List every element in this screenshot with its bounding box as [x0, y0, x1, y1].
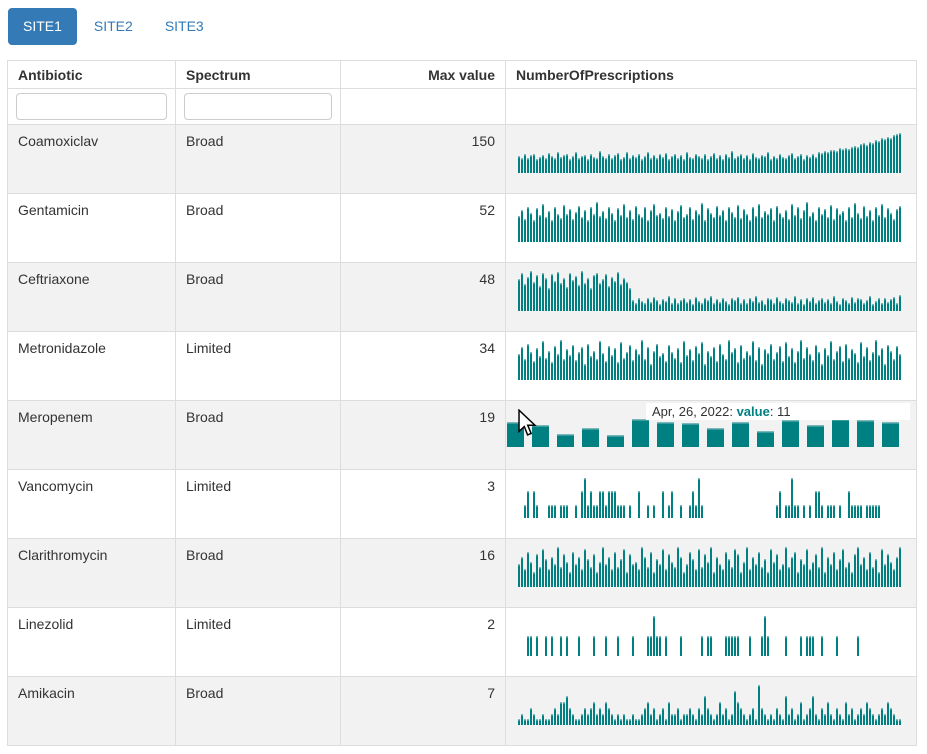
max-value-cell: 52: [340, 193, 506, 263]
spectrum-cell: Limited: [175, 469, 341, 539]
antibiotics-table: Antibiotic Spectrum Max value NumberOfPr…: [7, 60, 917, 746]
tooltip-date: Apr, 26, 2022:: [652, 404, 737, 419]
table-row: Linezolid Limited 2: [7, 607, 917, 677]
antibiotic-filter-input[interactable]: [16, 93, 167, 120]
antibiotic-cell: Coamoxiclav: [7, 124, 176, 194]
sparkline-cell: [505, 607, 917, 677]
table-row: Metronidazole Limited 34: [7, 331, 917, 401]
sparkline-bars: [518, 685, 901, 725]
sparkline-bars: [527, 616, 859, 656]
table-row: Vancomycin Limited 3: [7, 469, 917, 539]
column-header-numberofprescriptions: NumberOfPrescriptions: [505, 60, 917, 89]
sparkline-cell: [505, 538, 917, 608]
table-row: Coamoxiclav Broad 150: [7, 124, 917, 194]
sparkline-cell: [505, 469, 917, 539]
header-row: Antibiotic Spectrum Max value NumberOfPr…: [7, 60, 917, 89]
spectrum-cell: Broad: [175, 400, 341, 470]
max-value-cell: 34: [340, 331, 506, 401]
tab-site3[interactable]: SITE3: [164, 18, 204, 34]
max-value-cell: 48: [340, 262, 506, 332]
sparkline-cell: [505, 193, 917, 263]
sparkline-chart[interactable]: Apr, 26, 2022: value: 11: [507, 403, 910, 465]
spectrum-cell: Limited: [175, 331, 341, 401]
filter-row: [7, 88, 917, 125]
sparkline-chart[interactable]: [516, 198, 906, 258]
max-value-cell: 19: [340, 400, 506, 470]
sparkline-chart[interactable]: [516, 681, 906, 741]
sparkline-cell: [505, 676, 917, 746]
sparkline-cell: [505, 124, 917, 194]
sparkline-chart[interactable]: [516, 543, 906, 603]
sparkline-cell: Apr, 26, 2022: value: 11: [505, 400, 917, 470]
antibiotic-cell: Vancomycin: [7, 469, 176, 539]
spectrum-filter-input[interactable]: [184, 93, 332, 120]
sparkline-bars: [507, 419, 899, 447]
antibiotic-cell: Linezolid: [7, 607, 176, 677]
tab-site2[interactable]: SITE2: [93, 18, 133, 34]
tab-site1[interactable]: SITE1: [8, 8, 77, 45]
table-body: Coamoxiclav Broad 150 Gentamicin Broad 52 Ceft…: [7, 124, 917, 746]
table-row: Ceftriaxone Broad 48: [7, 262, 917, 332]
tooltip-value-label: value: [736, 404, 770, 419]
sparkline-chart[interactable]: [516, 474, 906, 534]
spectrum-cell: Broad: [175, 262, 341, 332]
spectrum-cell: Broad: [175, 124, 341, 194]
antibiotic-cell: Clarithromycin: [7, 538, 176, 608]
max-value-cell: 7: [340, 676, 506, 746]
spark-tooltip: Apr, 26, 2022: value: 11: [646, 403, 910, 420]
table-row: Clarithromycin Broad 16: [7, 538, 917, 608]
sparkline-bars: [518, 340, 901, 380]
table-row: Amikacin Broad 7: [7, 676, 917, 746]
sparkline-chart[interactable]: [516, 129, 906, 189]
column-header-max-value: Max value: [340, 60, 506, 89]
sparkline-bars: [518, 547, 901, 587]
sparkline-bars: [524, 478, 880, 518]
sparkline-cell: [505, 331, 917, 401]
sparkline-chart[interactable]: [516, 336, 906, 396]
sparkline-bars: [518, 202, 901, 242]
spectrum-cell: Broad: [175, 676, 341, 746]
antibiotic-cell: Meropenem: [7, 400, 176, 470]
max-value-cell: 3: [340, 469, 506, 539]
sparkline-cell: [505, 262, 917, 332]
sparkline-bars: [518, 133, 901, 173]
site-tabs: SITE1 SITE2 SITE3: [0, 0, 927, 45]
column-header-spectrum: Spectrum: [175, 60, 341, 89]
antibiotic-cell: Amikacin: [7, 676, 176, 746]
antibiotic-cell: Metronidazole: [7, 331, 176, 401]
mouse-cursor-icon: [518, 409, 537, 436]
spectrum-cell: Broad: [175, 538, 341, 608]
column-header-antibiotic: Antibiotic: [7, 60, 176, 89]
max-value-cell: 150: [340, 124, 506, 194]
sparkline-chart[interactable]: [516, 267, 906, 327]
tooltip-value: : 11: [769, 404, 791, 419]
antibiotic-cell: Ceftriaxone: [7, 262, 176, 332]
table-row: Meropenem Broad 19 Apr, 26, 2022: value: 11: [7, 400, 917, 470]
sparkline-chart[interactable]: [516, 612, 906, 672]
max-value-cell: 16: [340, 538, 506, 608]
antibiotic-cell: Gentamicin: [7, 193, 176, 263]
sparkline-bars: [518, 271, 901, 311]
spectrum-cell: Limited: [175, 607, 341, 677]
max-value-cell: 2: [340, 607, 506, 677]
table-row: Gentamicin Broad 52: [7, 193, 917, 263]
spectrum-cell: Broad: [175, 193, 341, 263]
